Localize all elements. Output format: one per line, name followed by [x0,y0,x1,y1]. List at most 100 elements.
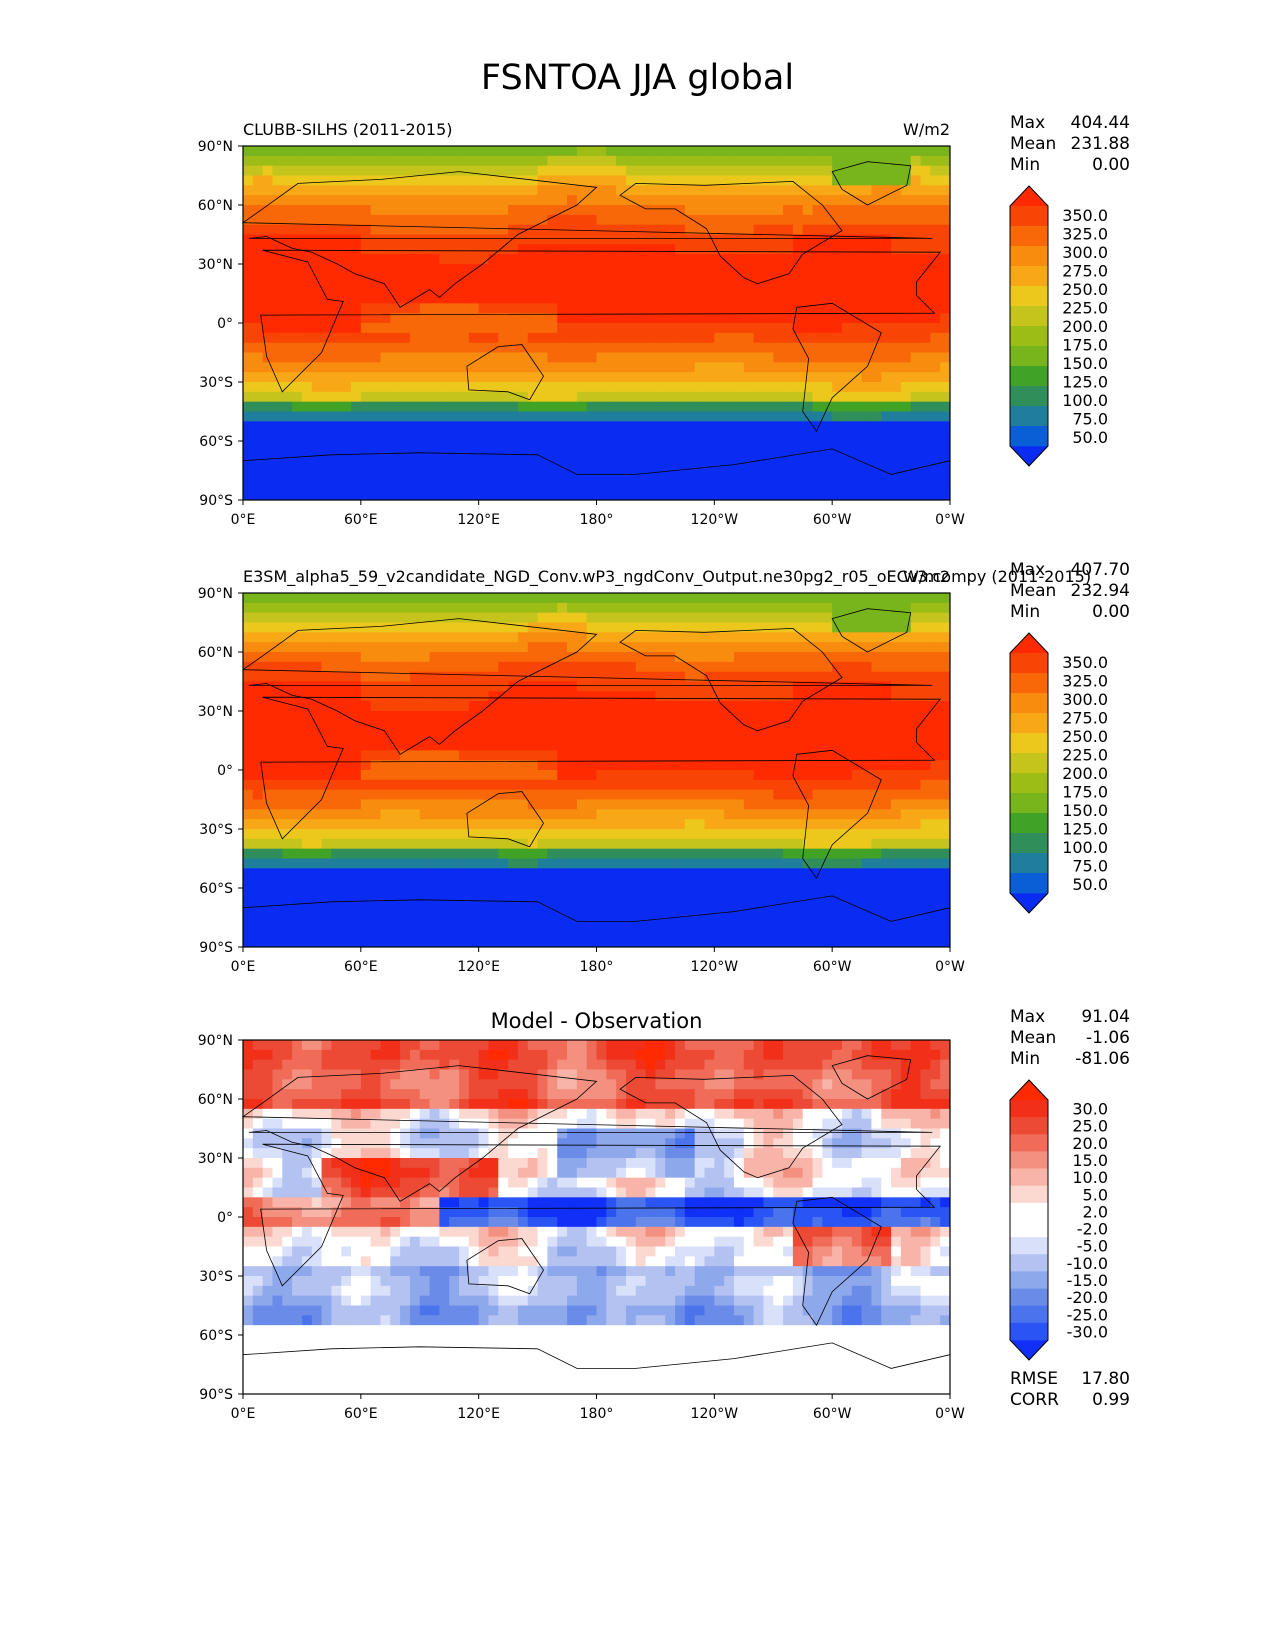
heatmap-cell [940,711,951,722]
heatmap-cell [419,760,430,771]
heatmap-cell [930,701,941,712]
heatmap-cell [311,441,322,452]
heatmap-cell [517,858,529,869]
heatmap-cell [724,701,735,712]
heatmap-cell [547,760,558,771]
heatmap-cell [920,323,931,334]
heatmap-cell [243,273,254,285]
heatmap-cell [616,661,627,673]
heatmap-cell [783,740,794,751]
heatmap-cell [822,711,833,722]
heatmap-cell [341,283,352,294]
heatmap-cell [331,195,342,206]
heatmap-cell [881,411,892,422]
heatmap-cell [900,391,912,403]
heatmap-cell [586,593,597,604]
heatmap-cell [675,897,686,909]
heatmap-cell [832,382,843,393]
heatmap-cell [517,264,529,275]
heatmap-cell [881,146,892,157]
heatmap-cell [773,352,784,363]
heatmap-cell [370,711,381,722]
heatmap-cell [675,829,686,840]
heatmap-cell [449,750,460,761]
heatmap-cell [675,254,686,265]
heatmap-cell [567,602,578,614]
heatmap-cell [616,470,627,481]
heatmap-cell [498,244,509,255]
heatmap-cell [557,411,568,422]
heatmap-cell [351,382,362,393]
heatmap-cell [252,593,264,604]
heatmap-cell [743,391,755,403]
heatmap-cell [655,779,666,791]
heatmap-cell [881,661,892,673]
heatmap-cell [802,622,813,633]
heatmap-cell [920,391,931,403]
heatmap-cell [429,622,440,633]
heatmap-cell [881,602,892,614]
heatmap-cell [940,431,951,442]
heatmap-cell [252,868,264,879]
heatmap-cell [822,303,833,314]
heatmap-cell [498,352,509,363]
heatmap-cell [331,165,342,176]
heatmap-cell [321,907,332,918]
heatmap-cell [940,165,951,176]
heatmap-cell [301,799,313,810]
heatmap-cell [252,829,264,840]
heatmap-cell [586,760,597,771]
heatmap-cell [891,421,902,432]
heatmap-cell [812,819,823,830]
heatmap-cell [537,313,548,324]
heatmap-cell [606,352,617,363]
heatmap-cell [792,593,804,604]
heatmap-cell [881,362,892,373]
heatmap-cell [409,632,421,643]
heatmap-cell [900,720,912,732]
heatmap-cell [576,838,588,850]
heatmap-cell [851,789,863,800]
heatmap-cell [409,175,421,186]
heatmap-cell [645,711,656,722]
heatmap-cell [459,224,470,235]
heatmap-cell [665,293,676,304]
heatmap-cell [459,441,470,452]
heatmap-cell [429,411,440,422]
heatmap-cell [792,244,804,255]
heatmap-cell [724,460,735,471]
heatmap-cell [763,342,774,353]
heatmap-cell [547,740,558,751]
heatmap-cell [537,264,548,275]
heatmap-cell [390,868,401,879]
heatmap-cell [400,480,411,491]
heatmap-cell [527,897,538,909]
heatmap-cell [459,254,470,265]
heatmap-cell [792,888,804,899]
heatmap-cell [586,323,597,334]
heatmap-cell [252,175,264,186]
heatmap-cell [282,878,293,889]
heatmap-cell [459,401,470,412]
heatmap-cell [871,234,882,245]
heatmap-cell [851,750,863,761]
heatmap-cell [527,254,538,265]
heatmap-cell [537,642,548,653]
heatmap-cell [763,470,774,481]
heatmap-cell [596,779,607,791]
heatmap-cell [655,848,666,859]
heatmap-cell [940,671,951,682]
heatmap-cell [576,352,588,363]
heatmap-cell [763,711,774,722]
heatmap-cell [370,490,381,501]
heatmap-cell [851,450,863,462]
heatmap-cell [891,888,902,899]
heatmap-cell [351,401,362,412]
heatmap-cell [429,829,440,840]
heatmap-cell [586,460,597,471]
heatmap-cell [616,878,627,889]
heatmap-cell [900,612,912,623]
heatmap-cell [527,671,538,682]
heatmap-cell [557,691,568,702]
heatmap-cell [822,888,833,899]
